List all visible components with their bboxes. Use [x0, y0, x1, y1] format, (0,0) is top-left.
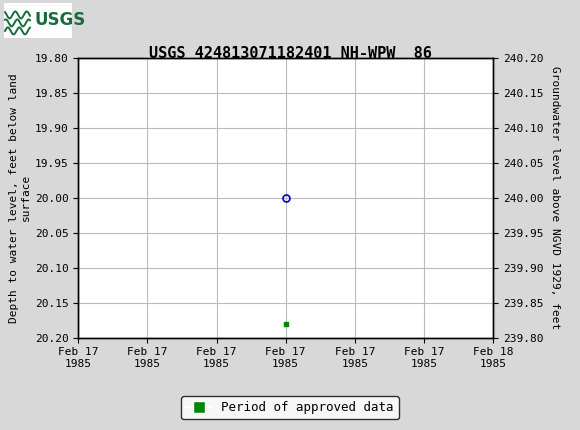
- Text: USGS 424813071182401 NH-WPW  86: USGS 424813071182401 NH-WPW 86: [148, 46, 432, 61]
- Y-axis label: Depth to water level, feet below land
surface: Depth to water level, feet below land su…: [9, 73, 31, 322]
- Y-axis label: Groundwater level above NGVD 1929, feet: Groundwater level above NGVD 1929, feet: [550, 66, 560, 329]
- Bar: [4, 3, 72, 38]
- Legend: Period of approved data: Period of approved data: [181, 396, 399, 419]
- Text: USGS: USGS: [34, 11, 85, 29]
